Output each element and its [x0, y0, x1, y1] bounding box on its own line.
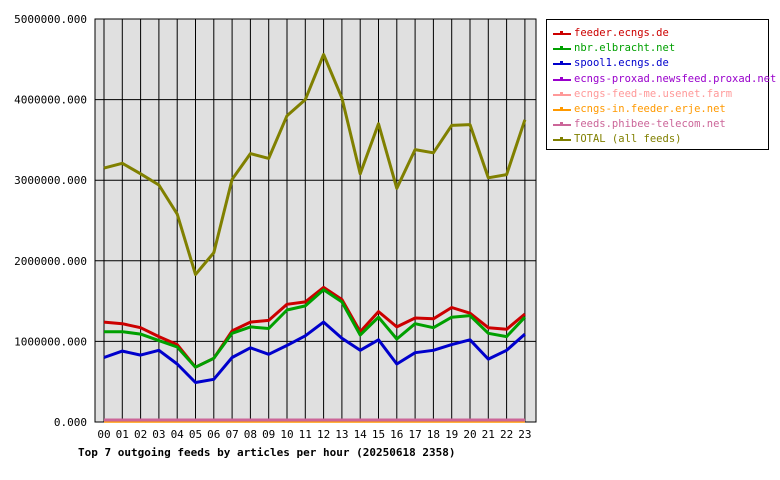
x-tick-label: 05 [189, 428, 202, 441]
legend-item: nbr.elbracht.net [547, 41, 768, 56]
legend-swatch [553, 31, 571, 35]
legend-swatch [553, 122, 571, 127]
y-axis-ticks: 0.000 1000000.000 2000000.000 3000000.000 40… [14, 13, 87, 429]
legend-label: ecngs-proxad.newsfeed.proxad.net [574, 72, 777, 85]
y-tick-label: 1000000.000 [14, 335, 87, 348]
legend: feeder.ecngs.de nbr.elbracht.net spool1.ec… [546, 19, 776, 150]
x-tick-label: 11 [299, 428, 312, 441]
legend-item: spool1.ecngs.de [547, 56, 768, 71]
x-tick-label: 13 [335, 428, 348, 441]
series-lines [103, 53, 527, 423]
legend-label: spool1.ecngs.de [574, 57, 669, 70]
x-tick-label: 12 [317, 428, 330, 441]
x-tick-label: 00 [97, 428, 110, 441]
x-tick-label: 16 [390, 428, 403, 441]
chart-title: Top 7 outgoing feeds by articles per hou… [78, 446, 456, 459]
legend-label: ecngs-in.feeder.erje.net [574, 102, 726, 115]
x-tick-label: 19 [445, 428, 458, 441]
legend-swatch [553, 137, 571, 142]
y-tick-label: 5000000.000 [14, 13, 87, 26]
x-tick-label: 04 [171, 428, 185, 441]
x-tick-label: 21 [482, 428, 495, 441]
legend-swatch [553, 46, 571, 51]
x-tick-label: 15 [372, 428, 385, 441]
x-tick-label: 10 [280, 428, 293, 441]
x-tick-label: 07 [225, 428, 238, 441]
legend-label: ecngs-feed-me.usenet.farm [574, 87, 733, 100]
y-tick-label: 2000000.000 [14, 255, 87, 268]
legend-label: feeder.ecngs.de [574, 27, 669, 39]
legend-item: feeder.ecngs.de [547, 26, 768, 41]
x-tick-label: 20 [463, 428, 476, 441]
series-line-0 [103, 285, 526, 369]
x-tick-label: 14 [354, 428, 368, 441]
legend-item: ecngs-in.feeder.erje.net [547, 102, 768, 117]
legend-label: nbr.elbracht.net [574, 42, 676, 55]
x-tick-label: 17 [408, 428, 421, 441]
x-tick-label: 09 [262, 428, 275, 441]
x-tick-label: 22 [500, 428, 513, 441]
y-tick-label: 3000000.000 [14, 174, 87, 187]
legend-item: ecngs-feed-me.usenet.farm [547, 87, 768, 102]
legend-swatch [553, 76, 571, 81]
x-tick-label: 06 [207, 428, 220, 441]
legend-item: TOTAL (all feeds) [547, 132, 768, 147]
x-tick-label: 18 [427, 428, 440, 441]
legend-swatch [553, 61, 571, 66]
y-tick-label: 0.000 [54, 416, 87, 429]
legend-swatch [553, 106, 571, 111]
series-line-2 [103, 320, 526, 384]
legend-item: ecngs-proxad.newsfeed.proxad.net [547, 72, 776, 87]
plot-area [94, 18, 537, 423]
x-axis-ticks: 00 01 02 03 04 05 06 07 08 09 10 11 12 13 14 15 16 17 18 19… [97, 428, 531, 441]
y-tick-label: 4000000.000 [14, 94, 87, 107]
series-line-7 [103, 53, 527, 276]
legend-label: TOTAL (all feeds) [574, 133, 682, 146]
x-tick-label: 23 [518, 428, 531, 441]
x-tick-label: 08 [244, 428, 257, 441]
legend-item: feeds.phibee-telecom.net [547, 117, 768, 132]
legend-label: feeds.phibee-telecom.net [574, 118, 726, 131]
series-line-1 [104, 288, 526, 369]
x-tick-label: 02 [134, 428, 147, 441]
x-tick-label: 01 [116, 428, 129, 441]
legend-swatch [553, 91, 571, 96]
x-tick-label: 03 [152, 428, 165, 441]
